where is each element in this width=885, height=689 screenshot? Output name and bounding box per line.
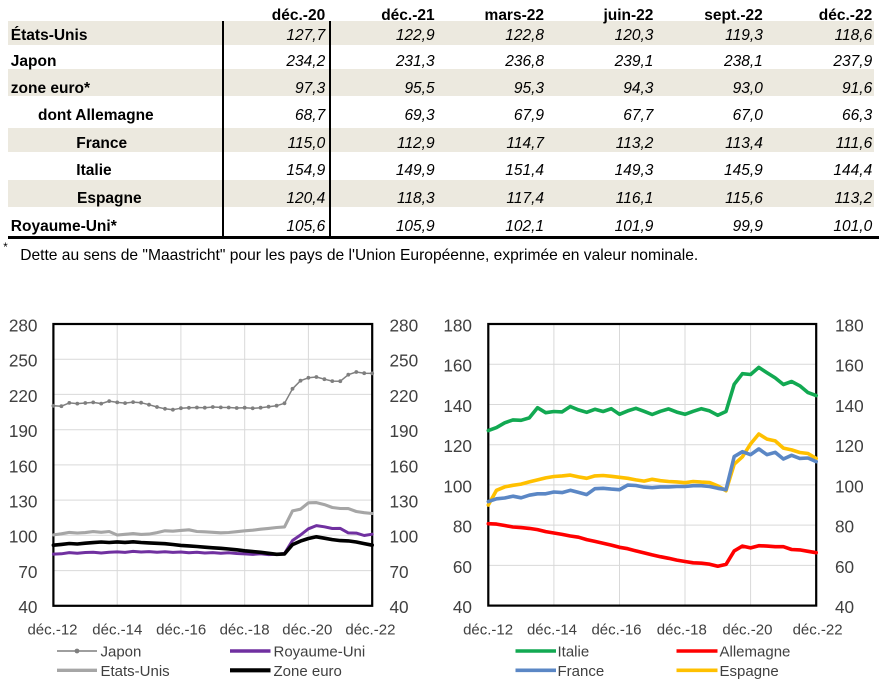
svg-text:190: 190 — [390, 421, 419, 441]
svg-text:70: 70 — [18, 562, 37, 582]
svg-text:100: 100 — [443, 476, 472, 496]
svg-text:Japon: Japon — [101, 644, 142, 661]
svg-text:100: 100 — [390, 527, 419, 547]
svg-text:100: 100 — [835, 476, 864, 496]
svg-text:40: 40 — [390, 597, 409, 617]
svg-text:déc.-22: déc.-22 — [793, 621, 843, 638]
svg-text:Royaume-Uni: Royaume-Uni — [274, 644, 366, 661]
svg-text:280: 280 — [390, 315, 419, 335]
svg-text:déc.-14: déc.-14 — [527, 621, 577, 638]
svg-text:160: 160 — [390, 456, 419, 476]
svg-text:déc.-20: déc.-20 — [282, 621, 332, 638]
svg-text:déc.-12: déc.-12 — [463, 621, 513, 638]
svg-text:40: 40 — [835, 597, 854, 617]
svg-text:160: 160 — [835, 356, 864, 376]
svg-text:déc.-12: déc.-12 — [27, 621, 77, 638]
svg-text:80: 80 — [453, 517, 472, 537]
svg-text:40: 40 — [18, 597, 37, 617]
svg-text:130: 130 — [9, 492, 38, 512]
svg-text:déc.-16: déc.-16 — [156, 621, 206, 638]
svg-text:190: 190 — [9, 421, 38, 441]
svg-text:40: 40 — [453, 597, 472, 617]
svg-text:130: 130 — [390, 492, 419, 512]
svg-text:250: 250 — [9, 351, 38, 371]
svg-text:60: 60 — [835, 557, 854, 577]
svg-text:220: 220 — [390, 386, 419, 406]
svg-text:180: 180 — [443, 315, 472, 335]
svg-text:déc.-20: déc.-20 — [722, 621, 772, 638]
svg-text:80: 80 — [835, 517, 854, 537]
svg-text:déc.-22: déc.-22 — [345, 621, 395, 638]
svg-text:120: 120 — [835, 436, 864, 456]
svg-text:déc.-16: déc.-16 — [591, 621, 641, 638]
svg-text:Allemagne: Allemagne — [720, 644, 791, 661]
svg-text:160: 160 — [9, 456, 38, 476]
svg-text:160: 160 — [443, 356, 472, 376]
svg-text:140: 140 — [835, 396, 864, 416]
svg-text:France: France — [558, 663, 605, 680]
svg-text:250: 250 — [390, 351, 419, 371]
svg-text:100: 100 — [9, 527, 38, 547]
svg-text:déc.-14: déc.-14 — [92, 621, 142, 638]
svg-text:220: 220 — [9, 386, 38, 406]
svg-text:280: 280 — [9, 315, 38, 335]
svg-text:Espagne: Espagne — [720, 663, 779, 680]
svg-text:déc.-18: déc.-18 — [657, 621, 707, 638]
svg-text:Etats-Unis: Etats-Unis — [101, 663, 170, 680]
svg-text:120: 120 — [443, 436, 472, 456]
svg-text:Italie: Italie — [558, 644, 590, 661]
svg-text:60: 60 — [453, 557, 472, 577]
svg-text:140: 140 — [443, 396, 472, 416]
svg-text:Zone euro: Zone euro — [274, 663, 342, 680]
svg-text:70: 70 — [390, 562, 409, 582]
svg-text:déc.-18: déc.-18 — [220, 621, 270, 638]
svg-text:180: 180 — [835, 315, 864, 335]
